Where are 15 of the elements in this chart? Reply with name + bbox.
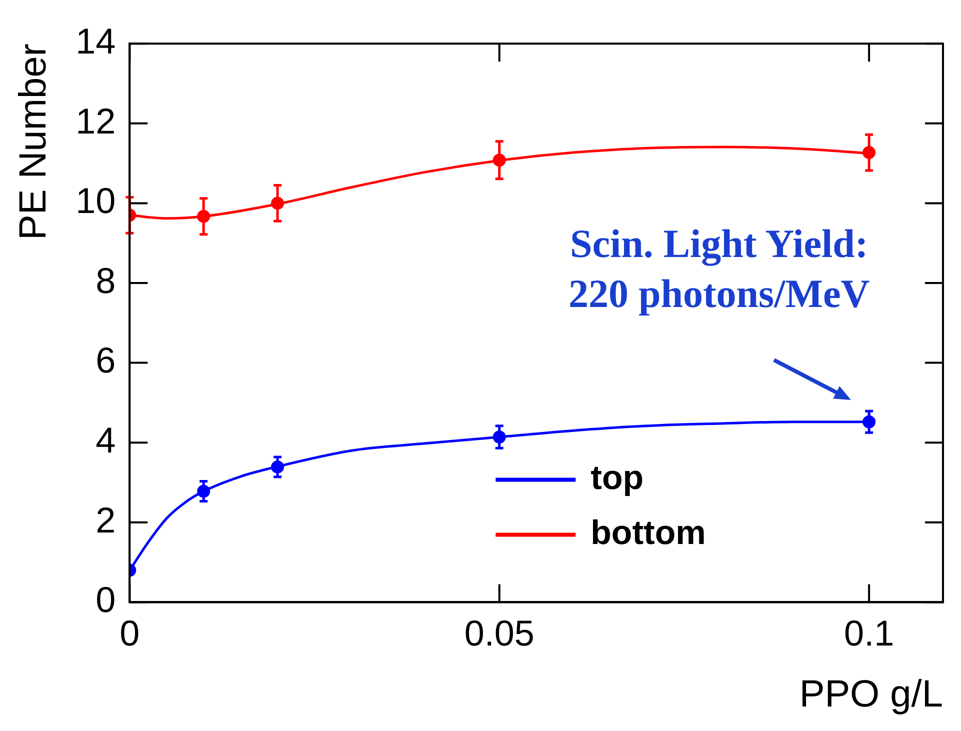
- y-axis-title: PE Number: [12, 43, 54, 240]
- y-tick-label: 0: [96, 579, 116, 620]
- annotation: Scin. Light Yield: 220 photons/MeV: [568, 221, 870, 316]
- x-axis-title: PPO g/L: [799, 674, 943, 716]
- y-tick-label: 14: [76, 20, 116, 62]
- y-tick-label: 2: [96, 499, 116, 540]
- legend-label: bottom: [590, 514, 706, 552]
- y-tick-label: 12: [76, 100, 116, 142]
- x-tick-label: 0.05: [464, 612, 534, 654]
- y-tick-label: 6: [96, 340, 116, 381]
- y-tick-label: 8: [96, 260, 116, 301]
- x-tick-label: 0.1: [844, 612, 894, 654]
- y-tick-label: 10: [76, 180, 116, 222]
- y-tick-label: 4: [96, 420, 116, 461]
- legend-label: top: [590, 459, 644, 498]
